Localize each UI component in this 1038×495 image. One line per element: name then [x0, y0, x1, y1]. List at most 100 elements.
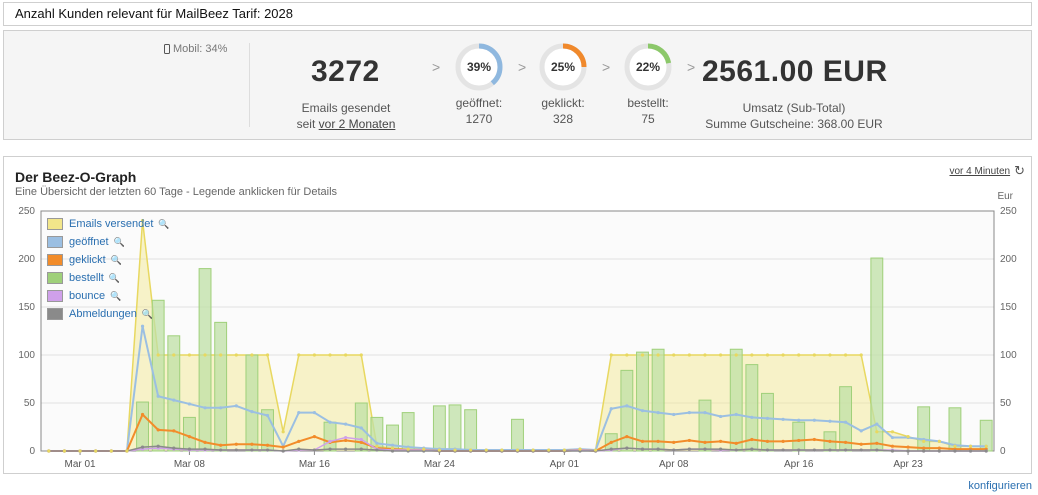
legend-item[interactable]: bestellt 🔍 [47, 269, 170, 287]
revenue-amount: 2561.00 EUR [702, 55, 888, 88]
refresh-icon[interactable]: ↻ [1014, 163, 1025, 178]
emails-sent-point [437, 448, 441, 452]
series-point-5 [344, 447, 348, 451]
emails-sent-point [250, 353, 254, 357]
legend-item[interactable]: geklickt 🔍 [47, 251, 170, 269]
emails-sent-point [469, 448, 473, 452]
emails-sent-point [47, 449, 51, 453]
y-tick-label-right: 50 [1000, 398, 1012, 409]
series-point-5 [375, 448, 379, 452]
series-point-2 [625, 435, 629, 439]
ordered-bar [698, 399, 712, 452]
x-tick-label: Mar 24 [424, 459, 456, 470]
series-point-5 [265, 448, 270, 452]
legend-swatch [47, 254, 63, 266]
series-point-1 [797, 418, 801, 422]
emails-sent-point [781, 353, 785, 357]
y-tick-label-left: 200 [18, 254, 35, 265]
zoom-icon[interactable]: 🔍 [110, 290, 122, 301]
phone-icon [164, 44, 170, 54]
legend-item[interactable]: bounce 🔍 [47, 287, 170, 305]
series-point-2 [906, 445, 910, 449]
x-tick-label: Apr 08 [659, 459, 689, 470]
ordered-bar [636, 351, 649, 452]
graph-title: Der Beez-O-Graph [15, 169, 137, 185]
emails-sent-point [828, 353, 832, 357]
emails-sent-point [125, 449, 129, 453]
opened-ring [455, 43, 503, 91]
legend-label[interactable]: Abmeldungen [69, 308, 137, 320]
opened-count: 1270 [465, 112, 493, 126]
since-link[interactable]: vor 2 Monaten [318, 117, 396, 131]
emails-sent-point [562, 448, 566, 452]
series-point-5 [640, 447, 645, 451]
series-point-2 [609, 440, 613, 444]
legend-label[interactable]: geklickt [69, 254, 106, 266]
legend-label[interactable]: bounce [69, 290, 106, 302]
clicked-count: 328 [552, 112, 574, 126]
divider [249, 43, 250, 127]
series-point-2 [203, 440, 207, 444]
y-tick-label-right: 0 [1000, 446, 1006, 457]
series-point-5 [328, 447, 332, 451]
emails-sent-point [172, 353, 176, 357]
ordered-bar [651, 348, 665, 452]
series-point-2 [312, 435, 317, 439]
series-point-1 [781, 417, 785, 421]
series-point-5 [297, 447, 301, 451]
series-point-2 [922, 446, 926, 450]
ordered-bar [323, 421, 337, 452]
zoom-icon[interactable]: 🔍 [158, 218, 170, 229]
emails-sent-point [62, 449, 67, 453]
series-point-5 [984, 449, 988, 453]
emails-sent-point [156, 353, 160, 357]
zoom-icon[interactable]: 🔍 [113, 236, 125, 247]
zoom-icon[interactable]: 🔍 [141, 308, 154, 319]
x-tick-label: Mar 08 [174, 459, 206, 470]
y-tick-label-left: 150 [18, 302, 35, 313]
series-point-5 [875, 448, 879, 452]
series-point-5 [390, 449, 395, 453]
legend-item[interactable]: Abmeldungen 🔍 [47, 305, 170, 323]
series-point-1 [390, 443, 395, 447]
emails-sent-point [78, 449, 82, 453]
emails-sent-point [531, 448, 535, 452]
emails-sent-point [375, 444, 379, 448]
legend-label[interactable]: geöffnet [69, 236, 109, 248]
revenue-label: Umsatz (Sub-Total) [742, 101, 846, 115]
opened-pct: 39% [466, 60, 492, 74]
legend-swatch [47, 308, 63, 320]
series-point-5 [968, 449, 973, 453]
emails-sent-point [281, 430, 285, 434]
emails-sent-point [922, 439, 926, 443]
legend-label[interactable]: Emails versendet [69, 218, 154, 230]
zoom-icon[interactable]: 🔍 [108, 272, 121, 283]
clicked-caption: geklickt: 328 [528, 95, 598, 127]
series-point-2 [234, 442, 238, 446]
series-point-5 [953, 449, 957, 453]
series-point-2 [140, 412, 145, 417]
legend-item[interactable]: Emails versendet 🔍 [47, 215, 170, 233]
right-axis-label: Eur [997, 191, 1013, 202]
emails-sent-point [344, 353, 348, 357]
y-tick-label-right: 100 [1000, 350, 1017, 361]
y-tick-label-right: 250 [1000, 206, 1017, 217]
series-point-1 [734, 412, 738, 417]
emails-sent-point [906, 435, 910, 439]
series-point-5 [937, 449, 941, 453]
emails-sent-point [703, 353, 707, 357]
series-point-2 [765, 439, 770, 443]
opened-caption: geöffnet: 1270 [444, 95, 514, 127]
opened-label: geöffnet: [455, 96, 503, 110]
emails-sent-count: 3272 [311, 55, 380, 88]
legend-item[interactable]: geöffnet 🔍 [47, 233, 170, 251]
series-point-5 [156, 444, 160, 448]
emails-sent-point [765, 353, 770, 357]
emails-sent-point [94, 449, 98, 453]
zoom-icon[interactable]: 🔍 [110, 254, 122, 265]
chevron-right-icon: > [687, 59, 696, 75]
configure-link[interactable]: konfigurieren [968, 480, 1032, 492]
refresh-link[interactable]: vor 4 Minuten [949, 165, 1011, 177]
series-point-2 [281, 445, 285, 449]
legend-label[interactable]: bestellt [69, 272, 104, 284]
